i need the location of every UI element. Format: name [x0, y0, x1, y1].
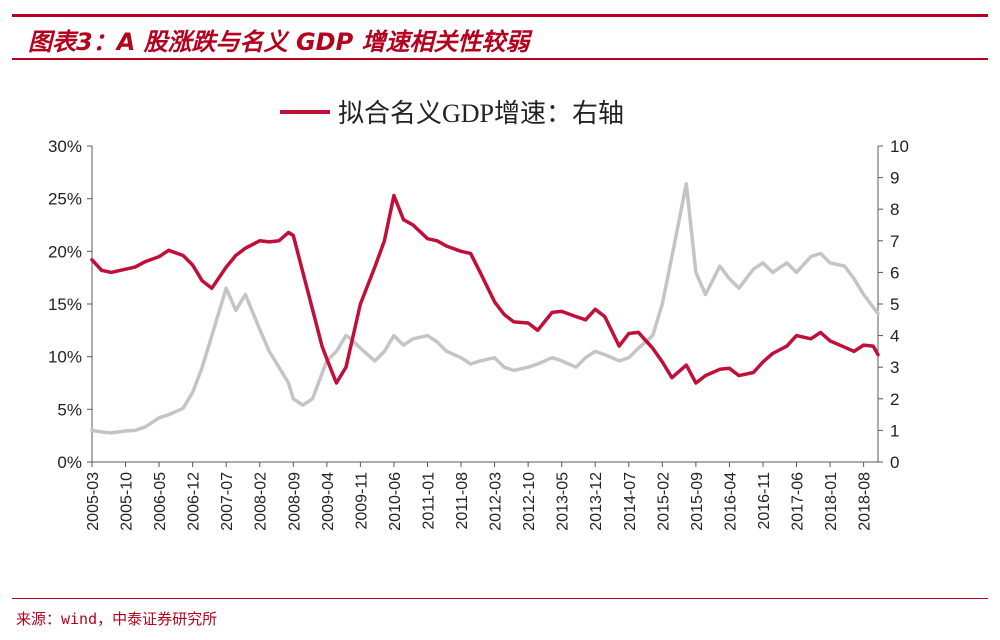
x-axis-tick-label: 2009-04 [320, 472, 337, 531]
left-axis-tick-label: 0% [57, 453, 82, 472]
right-axis-tick-label: 10 [890, 137, 909, 156]
x-axis-tick-label: 2007-07 [219, 472, 236, 531]
x-axis-tick-label: 2009-11 [353, 472, 370, 530]
x-axis-tick-label: 2006-05 [152, 472, 169, 531]
right-axis-tick-label: 4 [890, 327, 899, 346]
x-axis-tick-label: 2006-12 [186, 472, 203, 531]
title-bottom-rule [12, 58, 988, 60]
left-axis-tick-label: 10% [48, 348, 82, 367]
x-axis-tick-label: 2013-05 [555, 472, 572, 531]
x-axis-tick-label: 2018-08 [857, 472, 874, 531]
gdp-growth-series-line [90, 193, 880, 385]
legend: 拟合名义GDP增速：右轴 [280, 99, 624, 128]
left-axis-tick-label: 20% [48, 242, 82, 261]
chart: 拟合名义GDP增速：右轴 0% 5% 10% 15% 20% 25% 30% 0 1 2 3 4 5 6 7… [48, 99, 909, 531]
right-axis-tick-label: 1 [890, 421, 899, 440]
x-axis-tick-label: 2015-09 [689, 472, 706, 531]
x-axis-tick-label: 2008-09 [286, 472, 303, 531]
stock-index-series-line [90, 182, 880, 435]
right-axis-tick-label: 9 [890, 169, 899, 188]
x-axis-tick-label: 2014-07 [622, 472, 639, 531]
x-axis-tick-label: 2008-02 [253, 472, 270, 531]
x-axis-tick-label: 2010-06 [387, 472, 404, 531]
right-axis-tick-label: 6 [890, 263, 899, 282]
x-axis-tick-label: 2018-01 [823, 472, 840, 531]
x-axis-tick-label: 2015-02 [655, 472, 672, 531]
plot-area: 0% 5% 10% 15% 20% 25% 30% 0 1 2 3 4 5 6 7 8 9 10 2005-03 20… [48, 137, 909, 531]
figure-title: 图表3：A 股涨跌与名义 GDP 增速相关性较弱 [28, 28, 530, 56]
right-axis-tick-label: 3 [890, 358, 899, 377]
x-axis-tick-label: 2012-10 [521, 472, 538, 531]
left-axis-tick-label: 5% [57, 400, 82, 419]
right-axis-tick-label: 8 [890, 200, 899, 219]
x-axis-tick-label: 2011-08 [454, 472, 471, 530]
legend-label: 拟合名义GDP增速：右轴 [338, 99, 624, 128]
source-note: 来源：wind，中泰证券研究所 [16, 610, 218, 628]
x-axis-tick-label: 2016-04 [722, 472, 739, 531]
footer-rule [12, 598, 988, 599]
left-axis-tick-label: 15% [48, 295, 82, 314]
x-axis-tick-label: 2013-12 [588, 472, 605, 531]
right-axis-tick-label: 0 [890, 453, 899, 472]
right-axis-tick-label: 5 [890, 295, 899, 314]
title-top-rule [12, 14, 988, 17]
right-axis-tick-label: 7 [890, 232, 899, 251]
left-axis-tick-label: 25% [48, 190, 82, 209]
right-axis-tick-label: 2 [890, 390, 899, 409]
left-axis-tick-label: 30% [48, 137, 82, 156]
x-axis-tick-label: 2016-11 [756, 472, 773, 530]
x-axis-tick-label: 2005-03 [85, 472, 102, 531]
x-axis-tick-label: 2012-03 [488, 472, 505, 531]
x-axis-tick-label: 2011-01 [420, 472, 437, 530]
x-axis-tick-label: 2017-06 [790, 472, 807, 531]
x-axis-tick-label: 2005-10 [119, 472, 136, 531]
